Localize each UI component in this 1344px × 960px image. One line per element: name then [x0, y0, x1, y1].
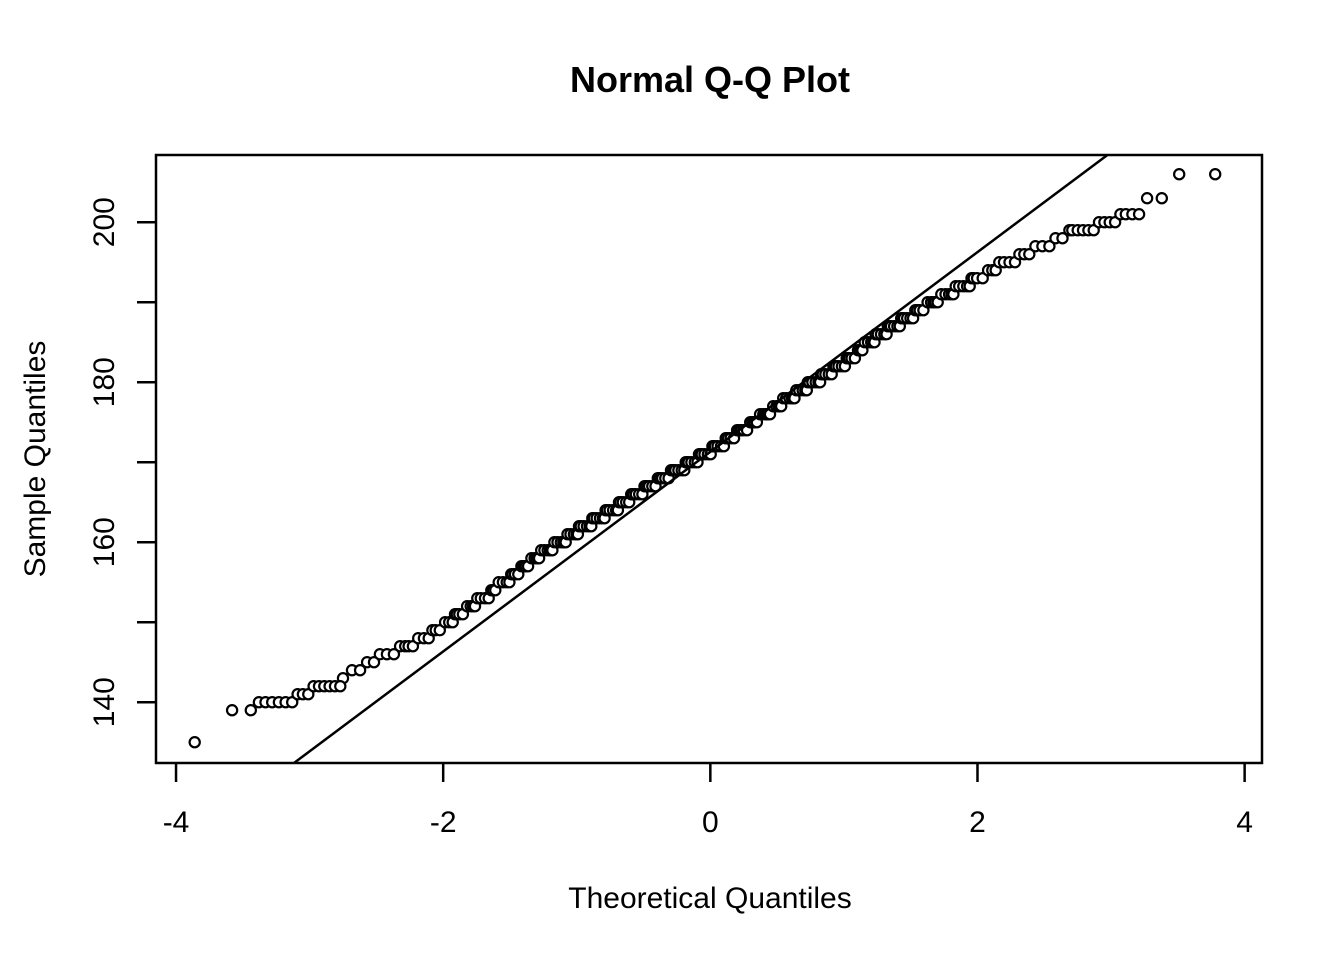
x-tick-label: 2 — [969, 806, 986, 839]
x-tick-label: 0 — [702, 806, 719, 839]
qq-point — [353, 664, 367, 677]
y-axis: 140 160 180 200 — [88, 197, 156, 727]
y-tick-label: 180 — [88, 357, 121, 407]
x-tick-label: 4 — [1236, 806, 1253, 839]
x-tick-label: -4 — [163, 806, 190, 839]
x-tick-label: -2 — [430, 806, 457, 839]
y-tick-label: 160 — [88, 517, 121, 567]
y-tick-label: 140 — [88, 677, 121, 727]
qq-reference-line — [293, 153, 1109, 765]
qq-point — [387, 648, 401, 661]
qq-point — [188, 736, 201, 749]
qq-point — [244, 704, 257, 717]
chart-title: Normal Q-Q Plot — [570, 59, 850, 100]
qq-point — [1172, 167, 1186, 181]
qq-point — [1208, 167, 1222, 181]
qq-point — [334, 680, 347, 693]
qq-point — [1155, 191, 1169, 205]
qq-point — [1056, 231, 1069, 245]
qq-point — [1023, 247, 1036, 261]
x-axis-title: Theoretical Quantiles — [568, 882, 851, 915]
qq-points-layer — [188, 167, 1222, 749]
reference-line-layer — [293, 153, 1109, 765]
qq-point — [225, 704, 239, 717]
y-tick-label: 200 — [88, 197, 121, 247]
qq-point — [1132, 207, 1146, 221]
x-axis: -4 -2 0 2 4 — [163, 763, 1253, 839]
qq-point — [367, 656, 381, 669]
plot-box-border — [154, 153, 1264, 765]
qq-point — [1043, 239, 1056, 253]
y-axis-title: Sample Quantiles — [19, 341, 52, 578]
qq-point — [1140, 191, 1154, 205]
